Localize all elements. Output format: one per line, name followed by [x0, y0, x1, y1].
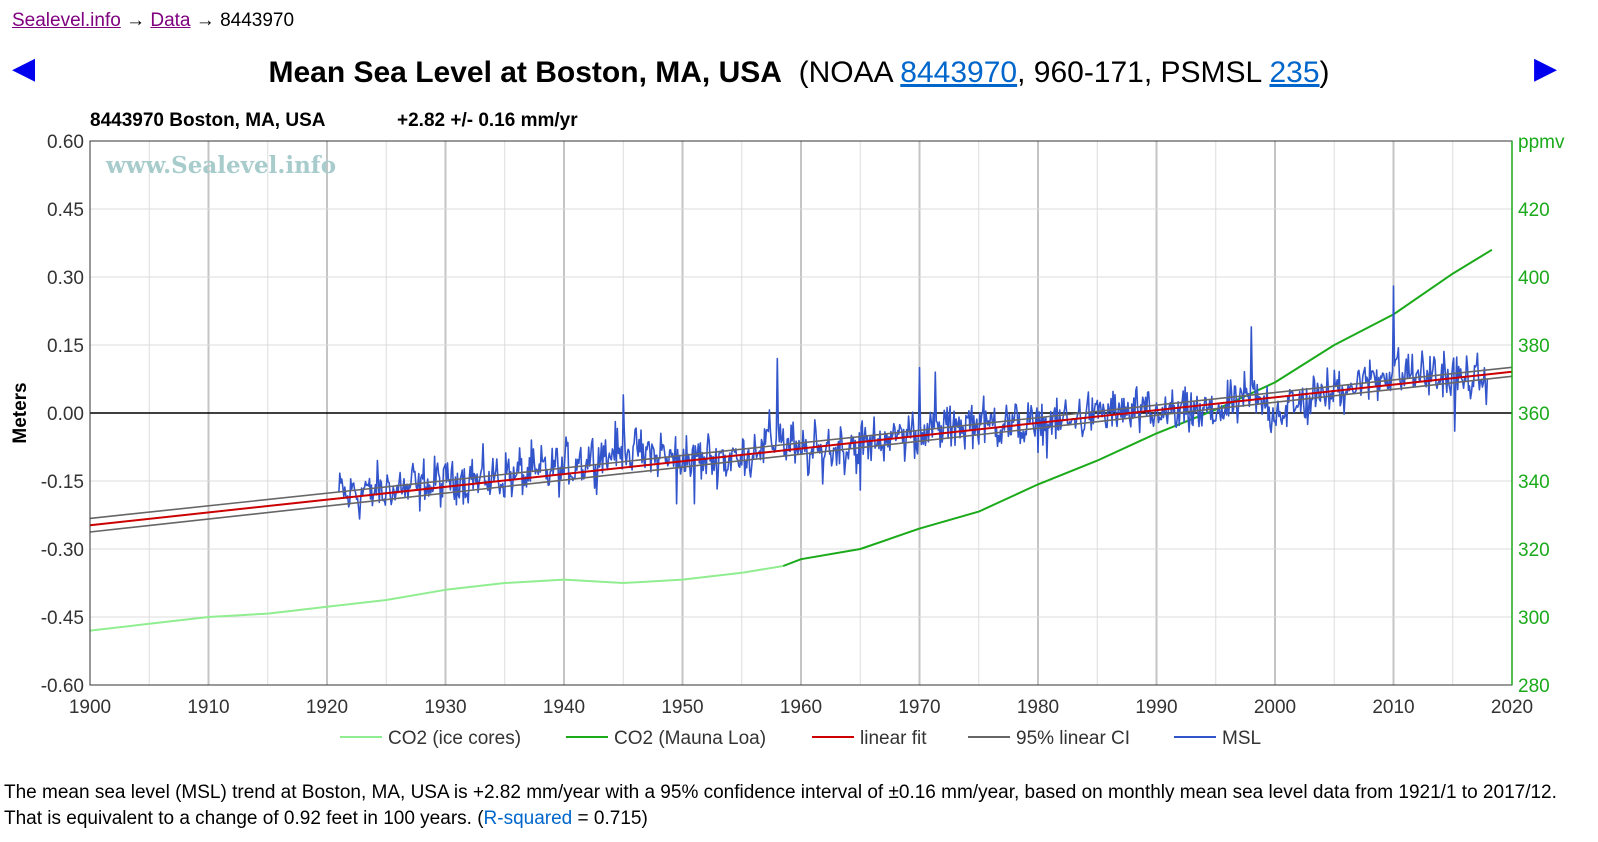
legend-label-linear-fit: linear fit — [860, 728, 927, 749]
x-tick-label: 2010 — [1372, 697, 1414, 718]
y2-axis-unit-label: ppmv — [1518, 132, 1565, 153]
linear-fit-line — [89, 370, 1513, 527]
watermark-text: www.Sealevel.info — [105, 152, 336, 179]
y-axis-title: Meters — [10, 382, 31, 443]
x-tick-label: 1980 — [1017, 697, 1059, 718]
page-title: Mean Sea Level at Boston, MA, USA (NOAA … — [0, 56, 1598, 90]
legend-label-co2-ice: CO2 (ice cores) — [388, 728, 521, 749]
y-tick-label: 0.60 — [47, 132, 84, 153]
breadcrumb-link-sealevel[interactable]: Sealevel.info — [12, 10, 121, 31]
x-tick-label: 1930 — [424, 697, 466, 718]
y-tick-label: -0.30 — [41, 540, 84, 561]
y-tick-label: -0.15 — [41, 472, 84, 493]
psmsl-station-link[interactable]: 235 — [1269, 56, 1320, 89]
y2-tick-label: 420 — [1518, 200, 1550, 221]
y-tick-label: -0.60 — [41, 676, 84, 697]
summary-text: The mean sea level (MSL) trend at Boston… — [4, 782, 1557, 829]
ci-lower-line — [89, 375, 1513, 533]
y-tick-label: -0.45 — [41, 608, 84, 629]
y-tick-label: 0.45 — [47, 200, 84, 221]
title-close: ) — [1319, 56, 1330, 89]
co2-ice-cores-line — [89, 565, 784, 632]
next-station-arrow-icon[interactable]: ▶ — [1534, 52, 1558, 85]
breadcrumb-separator: → — [195, 10, 215, 31]
title-open: (NOAA — [798, 56, 901, 89]
breadcrumb-link-data[interactable]: Data — [150, 10, 191, 31]
breadcrumb: Sealevel.info → Data → 8443970 — [12, 10, 294, 32]
legend-label-ci: 95% linear CI — [1016, 728, 1130, 749]
y2-tick-label: 320 — [1518, 540, 1550, 561]
y2-tick-label: 340 — [1518, 472, 1550, 493]
legend-label-msl: MSL — [1222, 728, 1261, 749]
x-tick-label: 1970 — [898, 697, 940, 718]
y2-tick-label: 300 — [1518, 608, 1550, 629]
y2-tick-label: 400 — [1518, 268, 1550, 289]
msl-line — [338, 285, 1489, 520]
co2-mauna-loa-line — [782, 248, 1493, 567]
x-tick-label: 1950 — [661, 697, 703, 718]
x-tick-label: 1920 — [306, 697, 348, 718]
x-tick-label: 2000 — [1254, 697, 1296, 718]
trend-summary: The mean sea level (MSL) trend at Boston… — [4, 780, 1584, 832]
y2-tick-label: 360 — [1518, 404, 1550, 425]
x-tick-label: 1960 — [780, 697, 822, 718]
previous-station-arrow-icon[interactable]: ◀ — [12, 52, 36, 85]
x-tick-label: 1900 — [69, 697, 111, 718]
y2-tick-label: 280 — [1518, 676, 1550, 697]
x-tick-label: 1990 — [1135, 697, 1177, 718]
ci-upper-line — [89, 366, 1513, 520]
y2-tick-label: 380 — [1518, 336, 1550, 357]
x-tick-label: 2020 — [1491, 697, 1533, 718]
sea-level-chart: 8443970 Boston, MA, USA +2.82 +/- 0.16 mm… — [10, 110, 1565, 749]
noaa-station-link[interactable]: 8443970 — [900, 56, 1018, 89]
chart-subtitle-rate: +2.82 +/- 0.16 mm/yr — [397, 110, 578, 131]
x-tick-label: 1940 — [543, 697, 585, 718]
title-mid: , 960-171, PSMSL — [1017, 56, 1270, 89]
chart-subtitle-station: 8443970 Boston, MA, USA — [90, 110, 326, 131]
summary-rsq-value: = 0.715) — [572, 808, 648, 829]
y-tick-label: 0.30 — [47, 268, 84, 289]
breadcrumb-current-station: 8443970 — [220, 10, 295, 31]
y-tick-label: 0.15 — [47, 336, 84, 357]
x-tick-label: 1910 — [187, 697, 229, 718]
title-main: Mean Sea Level at Boston, MA, USA — [268, 56, 782, 89]
legend-label-co2-mauna: CO2 (Mauna Loa) — [614, 728, 766, 749]
breadcrumb-separator: → — [126, 10, 146, 31]
y-tick-label: 0.00 — [47, 404, 84, 425]
r-squared-link[interactable]: R-squared — [483, 808, 573, 829]
